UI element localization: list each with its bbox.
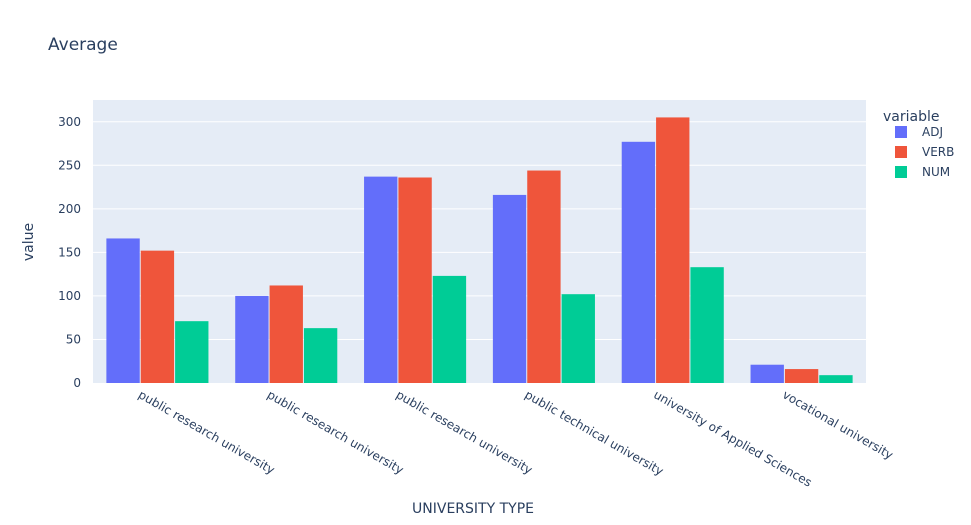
- bars: [106, 117, 853, 384]
- y-tick-label: 300: [58, 115, 81, 129]
- gridlines: [93, 121, 866, 340]
- legend-swatch-num: [895, 166, 907, 178]
- bar-adj-1: [235, 295, 269, 383]
- bar-adj-5: [750, 364, 784, 383]
- legend-label-verb: VERB: [922, 145, 954, 159]
- legend-swatch-verb: [895, 146, 907, 158]
- legend-label-adj: ADJ: [922, 125, 943, 139]
- bar-num-4: [690, 267, 724, 383]
- legend-label-num: NUM: [922, 165, 950, 179]
- bar-adj-3: [492, 194, 527, 383]
- bar-verb-5: [784, 369, 819, 383]
- bar-verb-3: [527, 170, 561, 383]
- legend-title: variable: [883, 109, 939, 125]
- bar-num-0: [175, 321, 209, 383]
- y-tick-label: 50: [66, 332, 81, 346]
- bar-num-2: [432, 275, 467, 383]
- y-tick-label: 150: [58, 245, 81, 259]
- bar-adj-4: [621, 141, 656, 383]
- bar-verb-2: [398, 177, 432, 383]
- y-tick-label: 200: [58, 202, 81, 216]
- legend-swatch-adj: [895, 126, 907, 138]
- x-tick-label: public research university: [136, 387, 277, 477]
- bar-verb-1: [269, 285, 303, 383]
- chart-title: Average: [48, 35, 118, 55]
- bar-num-1: [303, 328, 338, 383]
- bar-num-5: [819, 375, 853, 383]
- y-axis-ticks: 0 50 100 150 200 250 300: [58, 115, 81, 390]
- bar-adj-2: [364, 176, 398, 383]
- legend: variable ADJ VERB NUM: [883, 109, 954, 179]
- x-tick-label: public research university: [394, 387, 535, 477]
- plot-area: [93, 100, 866, 383]
- x-tick-label: public research university: [265, 387, 406, 477]
- y-axis-title: value: [21, 223, 37, 261]
- bar-verb-4: [656, 117, 690, 384]
- x-tick-label: vocational university: [780, 387, 895, 462]
- bar-adj-0: [106, 238, 140, 383]
- y-tick-label: 250: [58, 158, 81, 172]
- bar-verb-0: [140, 250, 175, 383]
- bar-num-3: [561, 294, 595, 383]
- y-tick-label: 100: [58, 289, 81, 303]
- x-tick-label: public technical university: [522, 387, 665, 478]
- x-axis-title: UNIVERSITY TYPE: [412, 501, 534, 517]
- y-tick-label: 0: [73, 376, 81, 390]
